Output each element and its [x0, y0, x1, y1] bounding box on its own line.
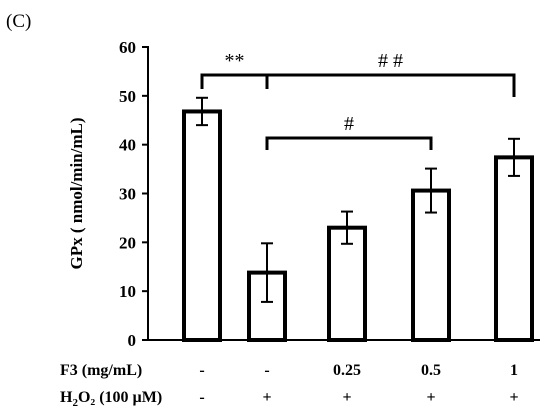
- significance-marker: **: [225, 50, 245, 72]
- condition-value: 1: [510, 362, 518, 379]
- bar: [494, 155, 534, 342]
- condition-value: 0.25: [333, 362, 361, 379]
- y-tick-label: 40: [119, 136, 136, 155]
- condition-value: +: [509, 389, 518, 406]
- y-tick-label: 0: [128, 331, 137, 350]
- condition-value: +: [426, 389, 435, 406]
- condition-value: -: [264, 362, 269, 379]
- condition-value: -: [199, 362, 204, 379]
- y-tick-label: 60: [119, 38, 136, 57]
- y-tick-label: 50: [119, 87, 136, 106]
- condition-value: +: [262, 389, 271, 406]
- y-tick-label: 30: [119, 185, 136, 204]
- significance-bracket: [265, 73, 516, 97]
- y-tick-label: 10: [119, 282, 136, 301]
- bar: [182, 109, 222, 342]
- panel-label: (C): [6, 11, 31, 32]
- condition-label: F3 (mg/mL): [60, 362, 142, 379]
- significance-bracket: [265, 136, 433, 150]
- condition-value: -: [199, 389, 204, 406]
- condition-label: H2O₂ (100 µM): [60, 389, 162, 409]
- condition-value: +: [342, 389, 351, 406]
- bar: [327, 225, 367, 342]
- significance-marker: # #: [378, 50, 403, 72]
- y-axis-label: GPx ( nmol/min/mL): [67, 117, 86, 269]
- condition-value: 0.5: [421, 362, 441, 379]
- significance-bracket: [200, 73, 269, 89]
- y-tick-label: 20: [119, 233, 136, 252]
- significance-marker: #: [344, 113, 354, 135]
